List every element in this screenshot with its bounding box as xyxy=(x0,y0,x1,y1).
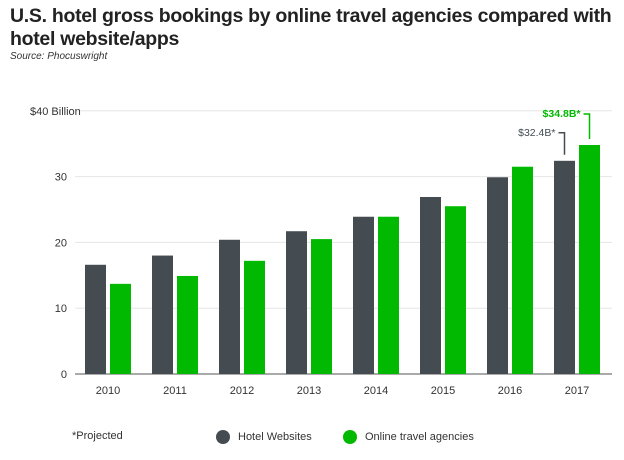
y-tick-label: 0 xyxy=(61,369,67,381)
annotation-label: $34.8B* xyxy=(543,108,582,120)
x-tick-label: 2015 xyxy=(431,385,455,397)
footnote: *Projected xyxy=(72,430,123,442)
x-tick-label: 2017 xyxy=(565,385,589,397)
x-tick-label: 2011 xyxy=(163,385,187,397)
bar-ota-2015 xyxy=(445,206,466,374)
bar-hotel-2016 xyxy=(487,177,508,374)
bar-hotel-2017 xyxy=(554,160,575,374)
legend-label-hotel: Hotel Websites xyxy=(238,431,312,443)
bar-ota-2010 xyxy=(110,283,131,374)
annotation-leader xyxy=(583,113,591,140)
legend-swatch-ota xyxy=(343,430,357,444)
bar-ota-2011 xyxy=(177,275,198,374)
y-tick-label: 20 xyxy=(55,237,67,249)
y-tick-label: $40 Billion xyxy=(30,106,81,118)
y-tick-label: 10 xyxy=(55,303,67,315)
bar-hotel-2010 xyxy=(85,264,106,374)
chart-title: U.S. hotel gross bookings by online trav… xyxy=(10,5,612,50)
bar-ota-2016 xyxy=(512,166,533,374)
annotation-label: $32.4B* xyxy=(518,127,555,139)
bar-ota-2014 xyxy=(378,216,399,374)
footnote-text: *Projected xyxy=(72,430,123,442)
bar-ota-2013 xyxy=(311,239,332,374)
legend-item-ota: Online travel agencies xyxy=(343,430,474,444)
chart-source: Source: Phocuswright xyxy=(10,51,108,62)
bar-hotel-2013 xyxy=(286,231,307,374)
x-tick-label: 2014 xyxy=(364,385,388,397)
bar-hotel-2012 xyxy=(219,239,240,374)
x-tick-label: 2016 xyxy=(498,385,522,397)
x-tick-label: 2012 xyxy=(230,385,254,397)
legend-swatch-hotel xyxy=(216,430,230,444)
x-tick-label: 2010 xyxy=(96,385,120,397)
legend-label-ota: Online travel agencies xyxy=(365,431,474,443)
bar-hotel-2014 xyxy=(353,216,374,374)
legend-item-hotel: Hotel Websites xyxy=(216,430,312,444)
y-tick-label: 30 xyxy=(55,172,67,184)
bar-hotel-2011 xyxy=(152,255,173,374)
bar-ota-2012 xyxy=(244,260,265,374)
x-tick-label: 2013 xyxy=(297,385,321,397)
bar-hotel-2015 xyxy=(420,196,441,374)
bar-ota-2017 xyxy=(579,145,600,374)
annotation-leader xyxy=(558,132,566,155)
